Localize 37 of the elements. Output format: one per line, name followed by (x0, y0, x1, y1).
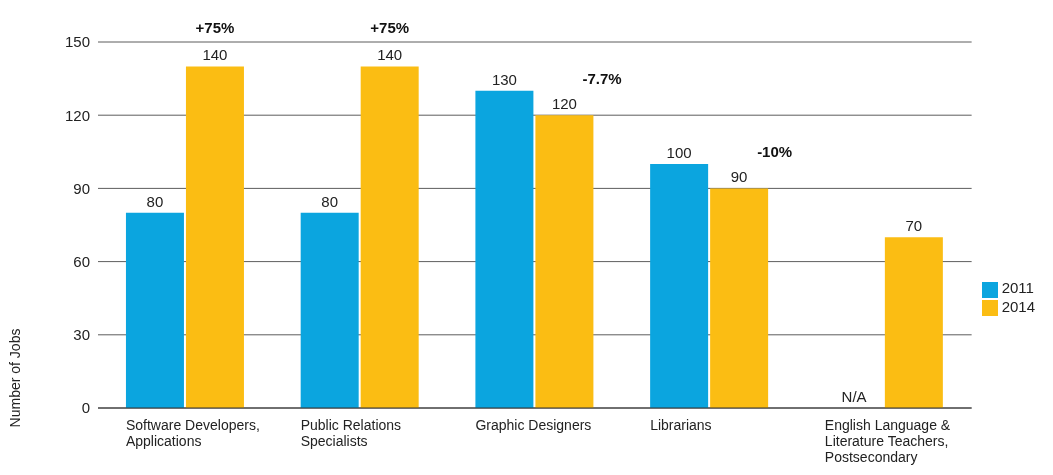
bar (535, 115, 594, 408)
data-label: 100 (666, 144, 692, 161)
y-tick-label: 60 (73, 252, 90, 270)
data-label: 80 (321, 192, 339, 210)
bar (650, 164, 709, 408)
bar (884, 237, 943, 408)
y-tick-label: 30 (73, 326, 90, 344)
bar (360, 66, 419, 408)
data-label: 120 (551, 95, 577, 113)
y-tick-label: 0 (81, 399, 90, 417)
x-tick-label: Graphic Designers (475, 417, 592, 433)
bar (125, 212, 184, 408)
y-axis-title: Number of Jobs (6, 328, 23, 428)
bar (185, 66, 244, 408)
legend-label: 2011 (1001, 279, 1034, 297)
text: +75% (370, 19, 410, 37)
bar (710, 188, 769, 408)
y-tick-label: 90 (73, 179, 90, 197)
data-label: 70 (905, 217, 923, 235)
text: N/A (841, 388, 867, 405)
data-label: 140 (377, 46, 403, 64)
data-label: 130 (491, 70, 517, 88)
y-tick-label: 150 (64, 33, 90, 51)
x-tick-label: Librarians (650, 417, 712, 433)
data-label: 80 (146, 192, 164, 210)
annotation: -10% (757, 143, 793, 161)
y-tick-label: 120 (64, 106, 90, 124)
x-tick-label: Software Developers, Applications (125, 417, 260, 449)
bar (300, 212, 359, 408)
text: +75% (195, 19, 235, 37)
x-tick-label: Public Relations Specialists (300, 417, 402, 449)
annotation: -7.7% (582, 70, 622, 88)
x-tick-label: English Language & Literature Teachers, Postsecondary (824, 417, 951, 465)
bar (475, 90, 534, 408)
legend-label: 2014 (1001, 297, 1035, 315)
data-label: 140 (202, 46, 228, 64)
data-label: 90 (730, 168, 748, 186)
